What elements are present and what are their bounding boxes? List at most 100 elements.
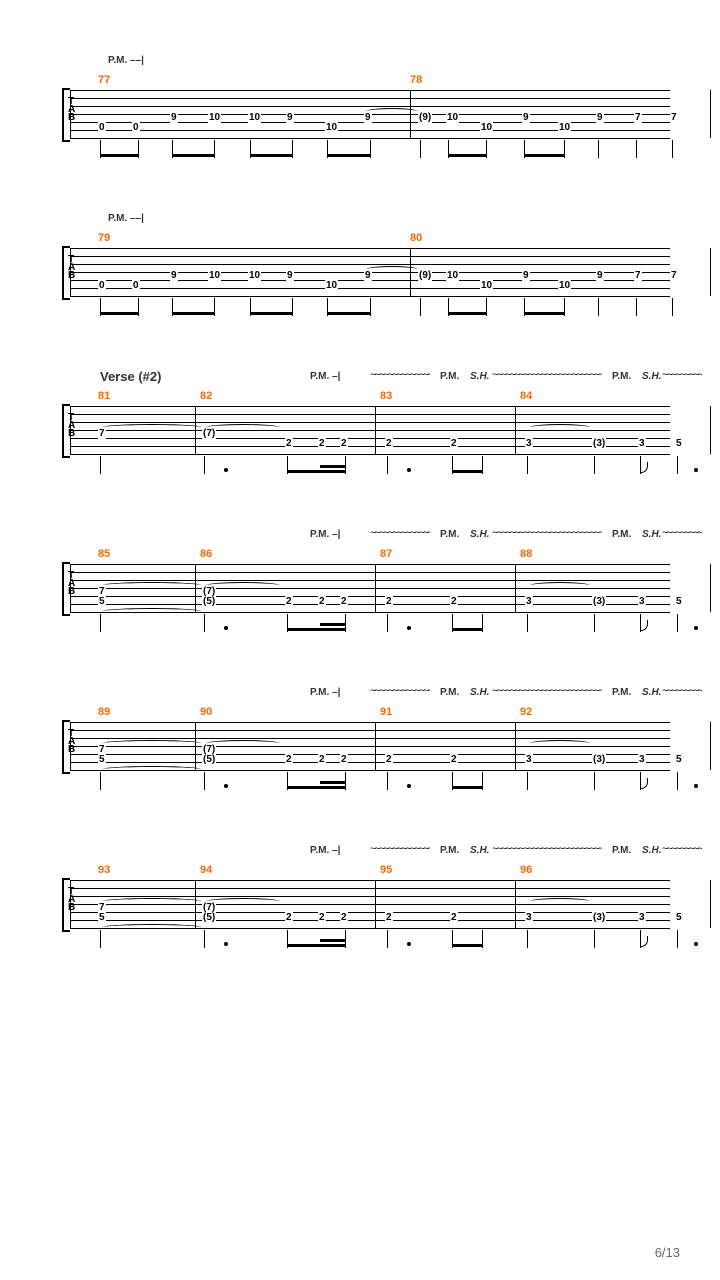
fret-note: 10 <box>446 112 459 123</box>
fret-note: (3) <box>592 596 606 607</box>
fret-note: 10 <box>208 112 221 123</box>
fret-note: 2 <box>318 438 326 449</box>
pm-marker: P.M. –| <box>310 687 340 698</box>
vibrato-wave: ~~~~~~~~~~~~~~~~~~~~~~~~~~~~~~~~ <box>370 527 430 539</box>
vibrato-wave: ~~~~~~~~~~~~~~~~~~~~~~~~~~~~~~~~ <box>492 527 602 539</box>
fret-note: (5) <box>202 596 216 607</box>
fret-note: 5 <box>98 912 106 923</box>
measure-number: 80 <box>410 232 422 244</box>
fret-note: 9 <box>286 270 294 281</box>
fret-note: 9 <box>286 112 294 123</box>
fret-note: 10 <box>325 122 338 133</box>
fret-note: 2 <box>450 438 458 449</box>
measure-number: 77 <box>98 74 110 86</box>
fret-note: 2 <box>340 912 348 923</box>
fret-note: (5) <box>202 912 216 923</box>
fret-note: 9 <box>170 112 178 123</box>
fret-note: 10 <box>208 270 221 281</box>
pm-marker: P.M. –| <box>310 529 340 540</box>
vibrato-wave: ~~~~~~~~~~~~~~~~~~~~~~~~~~~~~~~~ <box>662 685 702 697</box>
measure-number: 84 <box>520 390 532 402</box>
measure-number: 90 <box>200 706 212 718</box>
pm-marker: P.M. <box>612 529 631 540</box>
tab-system-5: TAB93949596P.M. –|P.M.P.M.~~~~~~~~~~~~~~… <box>40 840 680 950</box>
pm-marker: P.M. ––| <box>108 55 144 66</box>
fret-note: 5 <box>98 596 106 607</box>
fret-note: 10 <box>558 280 571 291</box>
fret-note: 5 <box>675 912 683 923</box>
fret-note: 5 <box>98 754 106 765</box>
vibrato-wave: ~~~~~~~~~~~~~~~~~~~~~~~~~~~~~~~~ <box>370 369 430 381</box>
fret-note: 3 <box>638 912 646 923</box>
measure-number: 86 <box>200 548 212 560</box>
sh-marker: S.H. <box>642 529 661 540</box>
fret-note: (9) <box>418 270 432 281</box>
fret-note: 7 <box>670 270 678 281</box>
sh-marker: S.H. <box>642 687 661 698</box>
fret-note: 2 <box>318 596 326 607</box>
sh-marker: S.H. <box>642 371 661 382</box>
tab-label: TAB <box>68 414 74 438</box>
tab-label: TAB <box>68 572 74 596</box>
fret-note: 5 <box>675 754 683 765</box>
fret-note: 2 <box>340 596 348 607</box>
sh-marker: S.H. <box>470 845 489 856</box>
tab-system-1: TAB7980P.M. ––|9101099(9)10997700101010 <box>40 208 680 318</box>
fret-note: 9 <box>596 270 604 281</box>
fret-note: 3 <box>525 754 533 765</box>
vibrato-wave: ~~~~~~~~~~~~~~~~~~~~~~~~~~~~~~~~ <box>370 843 430 855</box>
section-label: Verse (#2) <box>100 369 161 384</box>
fret-note: 2 <box>385 438 393 449</box>
fret-note: 5 <box>675 596 683 607</box>
fret-note: 2 <box>450 754 458 765</box>
tab-system-4: TAB89909192P.M. –|P.M.P.M.~~~~~~~~~~~~~~… <box>40 682 680 792</box>
measure-number: 83 <box>380 390 392 402</box>
measure-number: 88 <box>520 548 532 560</box>
fret-note: 10 <box>480 280 493 291</box>
fret-note: 7 <box>634 270 642 281</box>
measure-number: 93 <box>98 864 110 876</box>
fret-note: 2 <box>385 912 393 923</box>
measure-number: 91 <box>380 706 392 718</box>
vibrato-wave: ~~~~~~~~~~~~~~~~~~~~~~~~~~~~~~~~ <box>492 843 602 855</box>
vibrato-wave: ~~~~~~~~~~~~~~~~~~~~~~~~~~~~~~~~ <box>370 685 430 697</box>
vibrato-wave: ~~~~~~~~~~~~~~~~~~~~~~~~~~~~~~~~ <box>492 369 602 381</box>
measure-number: 85 <box>98 548 110 560</box>
fret-note: 0 <box>98 122 106 133</box>
vibrato-wave: ~~~~~~~~~~~~~~~~~~~~~~~~~~~~~~~~ <box>662 527 702 539</box>
fret-note: 9 <box>170 270 178 281</box>
fret-note: 9 <box>522 112 530 123</box>
fret-note: 2 <box>450 912 458 923</box>
fret-note: (5) <box>202 754 216 765</box>
pm-marker: P.M. <box>612 371 631 382</box>
fret-note: 2 <box>340 438 348 449</box>
fret-note: 2 <box>285 754 293 765</box>
measure-number: 79 <box>98 232 110 244</box>
fret-note: 3 <box>638 754 646 765</box>
pm-marker: P.M. –| <box>310 845 340 856</box>
fret-note: 2 <box>318 754 326 765</box>
measure-number: 94 <box>200 864 212 876</box>
fret-note: 2 <box>285 912 293 923</box>
tab-label: TAB <box>68 98 74 122</box>
measure-number: 95 <box>380 864 392 876</box>
measure-number: 92 <box>520 706 532 718</box>
fret-note: 3 <box>525 596 533 607</box>
fret-note: (9) <box>418 112 432 123</box>
vibrato-wave: ~~~~~~~~~~~~~~~~~~~~~~~~~~~~~~~~ <box>492 685 602 697</box>
fret-note: 5 <box>675 438 683 449</box>
fret-note: 9 <box>522 270 530 281</box>
measure-number: 82 <box>200 390 212 402</box>
pm-marker: P.M. <box>440 371 459 382</box>
tab-label: TAB <box>68 256 74 280</box>
sh-marker: S.H. <box>642 845 661 856</box>
measure-number: 96 <box>520 864 532 876</box>
fret-note: 2 <box>318 912 326 923</box>
pm-marker: P.M. <box>440 687 459 698</box>
fret-note: 10 <box>248 112 261 123</box>
pm-marker: P.M. –| <box>310 371 340 382</box>
pm-marker: P.M. <box>612 687 631 698</box>
fret-note: 0 <box>98 280 106 291</box>
fret-note: 2 <box>285 438 293 449</box>
measure-number: 89 <box>98 706 110 718</box>
